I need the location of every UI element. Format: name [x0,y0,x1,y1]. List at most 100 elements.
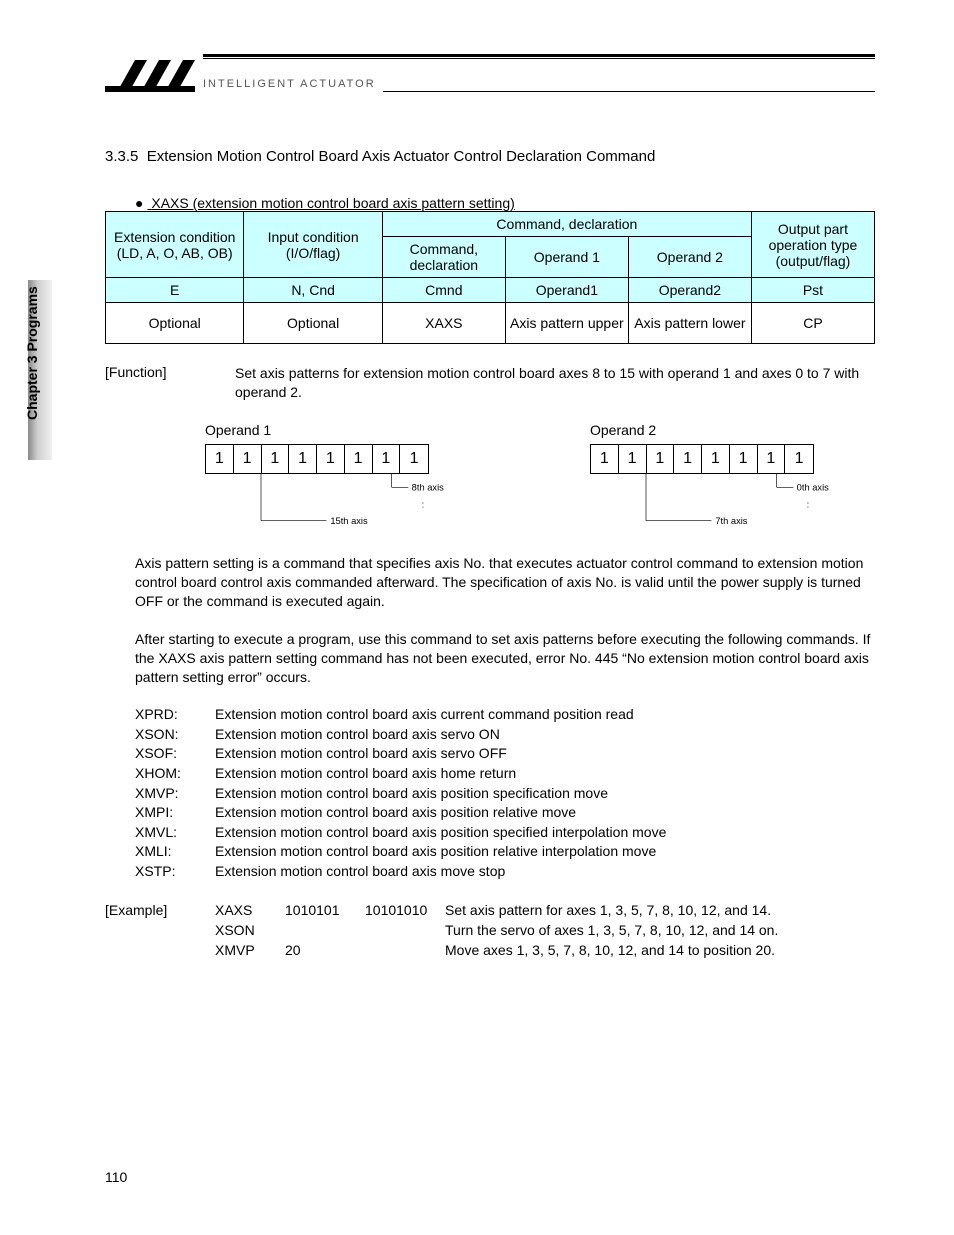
bit-cell: 1 [345,445,373,473]
th-cmd-decl: Command, declaration [382,237,505,278]
list-item: XSTP:Extension motion control board axis… [135,862,875,882]
cmd-desc: Extension motion control board axis posi… [215,823,666,843]
op2-first-axis: 0th axis [797,482,829,492]
th-op1: Operand 1 [505,237,628,278]
paragraph-1: Axis pattern setting is a command that s… [135,554,875,611]
cmd-key: XPRD: [135,705,215,725]
cmd-key: XMVP: [135,784,215,804]
bit-cell: 1 [619,445,647,473]
function-label: [Function] [105,364,205,402]
cmd-desc: Extension motion control board axis curr… [215,705,634,725]
cmd-key: XMLI: [135,842,215,862]
cmd-key: XSOF: [135,744,215,764]
cmd-desc: Extension motion control board axis posi… [215,803,576,823]
cmd-key: XMPI: [135,803,215,823]
row2-c0: Optional [106,303,244,344]
brand-logo-icon [105,54,195,98]
row1-c0: E [106,278,244,303]
brand-text: INTELLIGENT ACTUATOR [203,78,376,94]
list-item: XSOF:Extension motion control board axis… [135,744,875,764]
cmd-desc: Extension motion control board axis move… [215,862,505,882]
ex-desc: Turn the servo of axes 1, 3, 5, 7, 8, 10… [445,921,875,941]
op2-last-axis: 7th axis [715,516,747,526]
example-label: [Example] [105,901,215,921]
cmd-desc: Extension motion control board axis posi… [215,842,656,862]
cmd-desc: Extension motion control board axis serv… [215,725,500,745]
list-item: XSON:Extension motion control board axis… [135,725,875,745]
list-item: XMVL:Extension motion control board axis… [135,823,875,843]
function-text: Set axis patterns for extension motion c… [235,364,875,402]
bit-cell: 1 [647,445,675,473]
row2-c5: CP [751,303,874,344]
row1-c3: Operand1 [505,278,628,303]
example-block: [Example] XAXS 1010101 10101010 Set axis… [105,901,875,960]
row1-c2: Cmnd [382,278,505,303]
row2-c2: XAXS [382,303,505,344]
operand2-bitbox: 1 1 1 1 1 1 1 1 [590,444,814,474]
ex-cmd: XMVP [215,941,285,961]
function-block: [Function] Set axis patterns for extensi… [105,364,875,402]
operand1-col: Operand 1 1 1 1 1 1 1 1 1 8th axis [205,422,490,534]
bit-cell: 1 [206,445,234,473]
ex-pad [105,941,215,961]
th-input-cond: Input condition (I/O/flag) [244,212,382,278]
example-row: XMVP 20 Move axes 1, 3, 5, 7, 8, 10, 12,… [105,941,875,961]
operand2-col: Operand 2 1 1 1 1 1 1 1 1 0th axis [590,422,875,534]
row1-c1: N, Cnd [244,278,382,303]
th-ext-cond: Extension condition (LD, A, O, AB, OB) [106,212,244,278]
bit-cell: 1 [702,445,730,473]
ex-arg2 [365,921,445,941]
command-table: Extension condition (LD, A, O, AB, OB) I… [105,211,875,344]
operand1-title: Operand 1 [205,422,490,438]
ex-desc: Set axis pattern for axes 1, 3, 5, 7, 8,… [445,901,875,921]
bit-cell: 1 [373,445,401,473]
ex-pad [105,921,215,941]
bit-cell: 1 [730,445,758,473]
th-ext-cond-l2: (LD, A, O, AB, OB) [108,245,241,261]
op1-first-axis: 8th axis [412,482,444,492]
paragraph-2: After starting to execute a program, use… [135,630,875,687]
header-logo-row: INTELLIGENT ACTUATOR [105,50,875,98]
chapter-label: Chapter 3 Programs [24,286,40,420]
th-input-cond-l1: Input condition [246,229,379,245]
list-item: XHOM:Extension motion control board axis… [135,764,875,784]
row2-c3: Axis pattern upper [505,303,628,344]
cmd-desc: Extension motion control board axis serv… [215,744,507,764]
bit-cell: 1 [262,445,290,473]
ex-arg2 [365,941,445,961]
th-out-l1: Output part [754,221,872,237]
ex-desc: Move axes 1, 3, 5, 7, 8, 10, 12, and 14 … [445,941,875,961]
page-number: 110 [105,1169,127,1185]
bullet-title-text: XAXS (extension motion control board axi… [151,195,514,211]
ex-cmd: XAXS [215,901,285,921]
list-item: XMLI:Extension motion control board axis… [135,842,875,862]
example-row: [Example] XAXS 1010101 10101010 Set axis… [105,901,875,921]
bit-cell: 1 [785,445,813,473]
list-item: XPRD:Extension motion control board axis… [135,705,875,725]
cmd-key: XMVL: [135,823,215,843]
section-number: 3.3.5 [105,148,138,165]
bit-cell: 1 [400,445,428,473]
bit-cell: 1 [674,445,702,473]
cmd-desc: Extension motion control board axis posi… [215,784,608,804]
operand1-bracket-icon: 8th axis : 15th axis [205,474,485,534]
operand-diagrams: Operand 1 1 1 1 1 1 1 1 1 8th axis [205,422,875,534]
row2-c1: Optional [244,303,382,344]
ex-arg1 [285,921,365,941]
op2-dots: : [807,499,810,509]
operand2-bracket-icon: 0th axis : 7th axis [590,474,870,534]
ex-arg1: 1010101 [285,901,365,921]
th-input-cond-l2: (I/O/flag) [246,245,379,261]
bit-cell: 1 [317,445,345,473]
bit-cell: 1 [758,445,786,473]
cmd-desc: Extension motion control board axis home… [215,764,516,784]
section-title-text: Extension Motion Control Board Axis Actu… [147,148,656,165]
op1-last-axis: 15th axis [330,516,368,526]
cmd-key: XSTP: [135,862,215,882]
operand1-bitbox: 1 1 1 1 1 1 1 1 [205,444,429,474]
th-op2: Operand 2 [628,237,751,278]
th-output: Output part operation type (output/flag) [751,212,874,278]
row1-c5: Pst [751,278,874,303]
page-content: INTELLIGENT ACTUATOR 3.3.5 Extension Mot… [105,50,875,960]
list-item: XMVP:Extension motion control board axis… [135,784,875,804]
